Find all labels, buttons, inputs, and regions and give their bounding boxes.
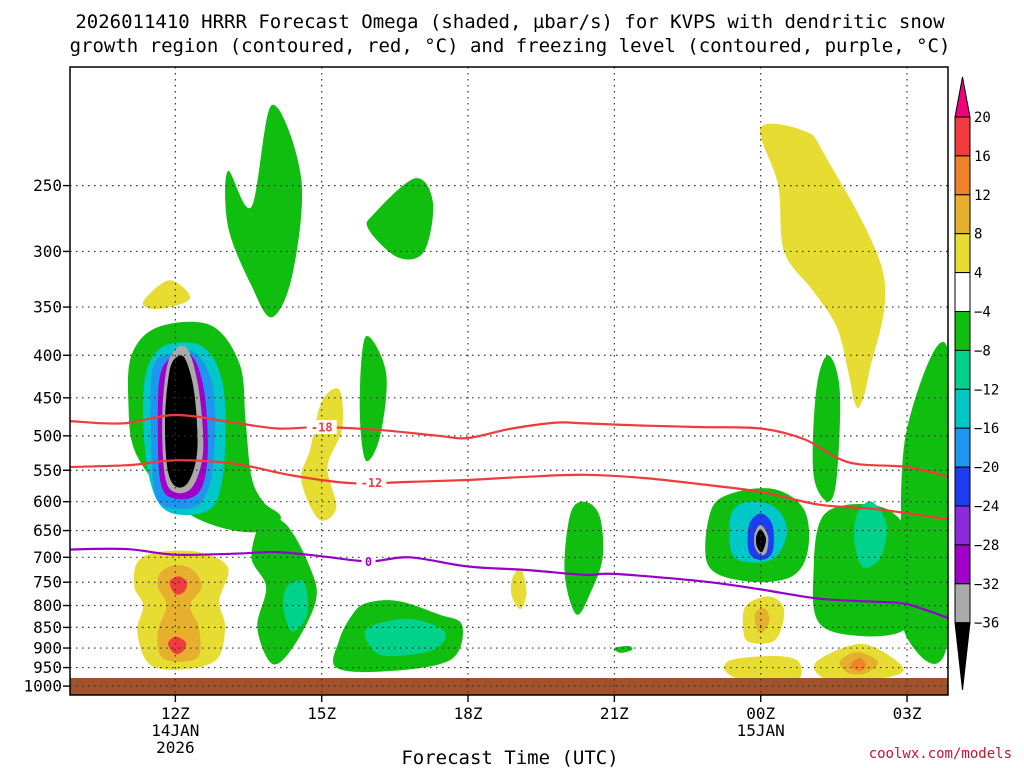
xtick-label-21Z: 21Z [600, 704, 629, 723]
colorbar-label-7: −12 [974, 382, 999, 398]
contour-label-bg-minus18 [306, 420, 337, 435]
omega-region-11 [225, 104, 303, 318]
ytick-label-1000: 1000 [23, 677, 62, 696]
omega-region-17 [364, 618, 446, 657]
colorbar: 20 16 12 8 4 −4 −8 −12 −16 −20 −24 −28 −32 −36 [954, 76, 999, 691]
xtick-label-03Z: 03Z [893, 704, 922, 723]
omega-region-19 [510, 568, 527, 610]
colorbar-box-7 [954, 388, 971, 429]
colorbar-box-1 [954, 155, 971, 196]
chart-title-line2: growth region (contoured, red, °C) and f… [70, 35, 951, 57]
ytick-label-650: 650 [33, 521, 62, 540]
colorbar-box-2 [954, 194, 971, 235]
colorbar-label-10: −24 [974, 499, 999, 515]
colorbar-top-arrow [954, 76, 971, 118]
contour-label-bg-minus12 [356, 475, 387, 490]
colorbar-box-12 [954, 583, 971, 624]
omega-region-27 [760, 123, 886, 409]
xtick-label-12Z: 12Z [161, 704, 190, 723]
omega-region-10 [142, 280, 191, 310]
colorbar-box-8 [954, 427, 971, 468]
omega-region-30 [853, 501, 887, 569]
ytick-label-250: 250 [33, 176, 62, 195]
xtick-sub2-12Z: 2026 [156, 738, 195, 757]
colorbar-box-10 [954, 505, 971, 546]
omega-region-21 [614, 645, 633, 653]
colorbar-box-3 [954, 233, 971, 274]
ytick-label-800: 800 [33, 596, 62, 615]
contour-label-zero: 0 [365, 555, 372, 569]
colorbar-box-0 [954, 116, 971, 157]
chart-title-line1: 2026011410 HRRR Forecast Omega (shaded, … [75, 11, 945, 33]
ytick-label-600: 600 [33, 492, 62, 511]
colorbar-label-0: 20 [974, 110, 991, 126]
colorbar-box-6 [954, 349, 971, 390]
ytick-label-350: 350 [33, 298, 62, 317]
xtick-label-15Z: 15Z [307, 704, 336, 723]
colorbar-label-12: −32 [974, 577, 999, 593]
ytick-label-450: 450 [33, 388, 62, 407]
colorbar-label-3: 8 [974, 227, 982, 243]
contour-minus18 [70, 413, 948, 478]
omega-region-26 [755, 529, 767, 553]
colorbar-label-6: −8 [974, 343, 991, 359]
omega-region-32 [724, 655, 802, 683]
contour-label-bg-zero [361, 554, 376, 569]
ytick-label-750: 750 [33, 573, 62, 592]
ytick-label-300: 300 [33, 242, 62, 261]
y-axis-ticks: 250 300 350 400 450 500 550 600 650 700 750 800 850 9… [23, 176, 70, 696]
omega-region-14 [300, 388, 344, 521]
ytick-label-550: 550 [33, 461, 62, 480]
xtick-sub1-12Z: 14JAN [151, 721, 199, 740]
ytick-label-400: 400 [33, 346, 62, 365]
omega-region-8 [169, 576, 188, 595]
omega-region-34 [754, 607, 770, 634]
grid-lines [70, 67, 948, 695]
colorbar-box-11 [954, 544, 971, 585]
colorbar-box-5 [954, 311, 971, 351]
ytick-label-500: 500 [33, 426, 62, 445]
omega-region-28 [812, 355, 841, 502]
temperature-contours: -18 -12 0 [70, 413, 948, 619]
omega-region-12 [251, 516, 317, 665]
colorbar-label-13: −36 [974, 616, 999, 632]
omega-region-13 [283, 580, 308, 632]
omega-shading [127, 104, 948, 683]
omega-region-5 [164, 355, 198, 488]
xtick-sub1-00Z: 15JAN [737, 721, 785, 740]
contour-zero [70, 547, 948, 619]
ytick-label-950: 950 [33, 658, 62, 677]
colorbar-label-2: 12 [974, 188, 991, 204]
credit-text: coolwx.com/models [869, 746, 1012, 762]
x-axis-label: Forecast Time (UTC) [401, 747, 618, 768]
colorbar-bottom-arrow [954, 622, 971, 691]
omega-region-7 [157, 564, 202, 662]
colorbar-box-9 [954, 466, 971, 507]
plot-frame [69, 66, 949, 696]
colorbar-label-1: 16 [974, 149, 991, 165]
xtick-label-18Z: 18Z [454, 704, 483, 723]
colorbar-box-4 [954, 272, 971, 313]
contour-minus12 [70, 459, 948, 521]
colorbar-label-11: −28 [974, 538, 999, 554]
colorbar-label-5: −4 [974, 305, 991, 321]
contour-label-minus12: -12 [361, 476, 383, 490]
xtick-label-00Z: 00Z [746, 704, 775, 723]
contour-label-minus18: -18 [311, 421, 333, 435]
ytick-label-700: 700 [33, 548, 62, 567]
omega-region-31 [900, 341, 948, 664]
colorbar-label-9: −20 [974, 460, 999, 476]
omega-region-18 [366, 178, 434, 260]
omega-region-9 [168, 636, 187, 655]
ytick-label-850: 850 [33, 618, 62, 637]
colorbar-label-4: 4 [974, 266, 982, 282]
omega-region-20 [564, 501, 604, 615]
colorbar-label-8: −16 [974, 421, 999, 437]
ytick-label-900: 900 [33, 639, 62, 658]
